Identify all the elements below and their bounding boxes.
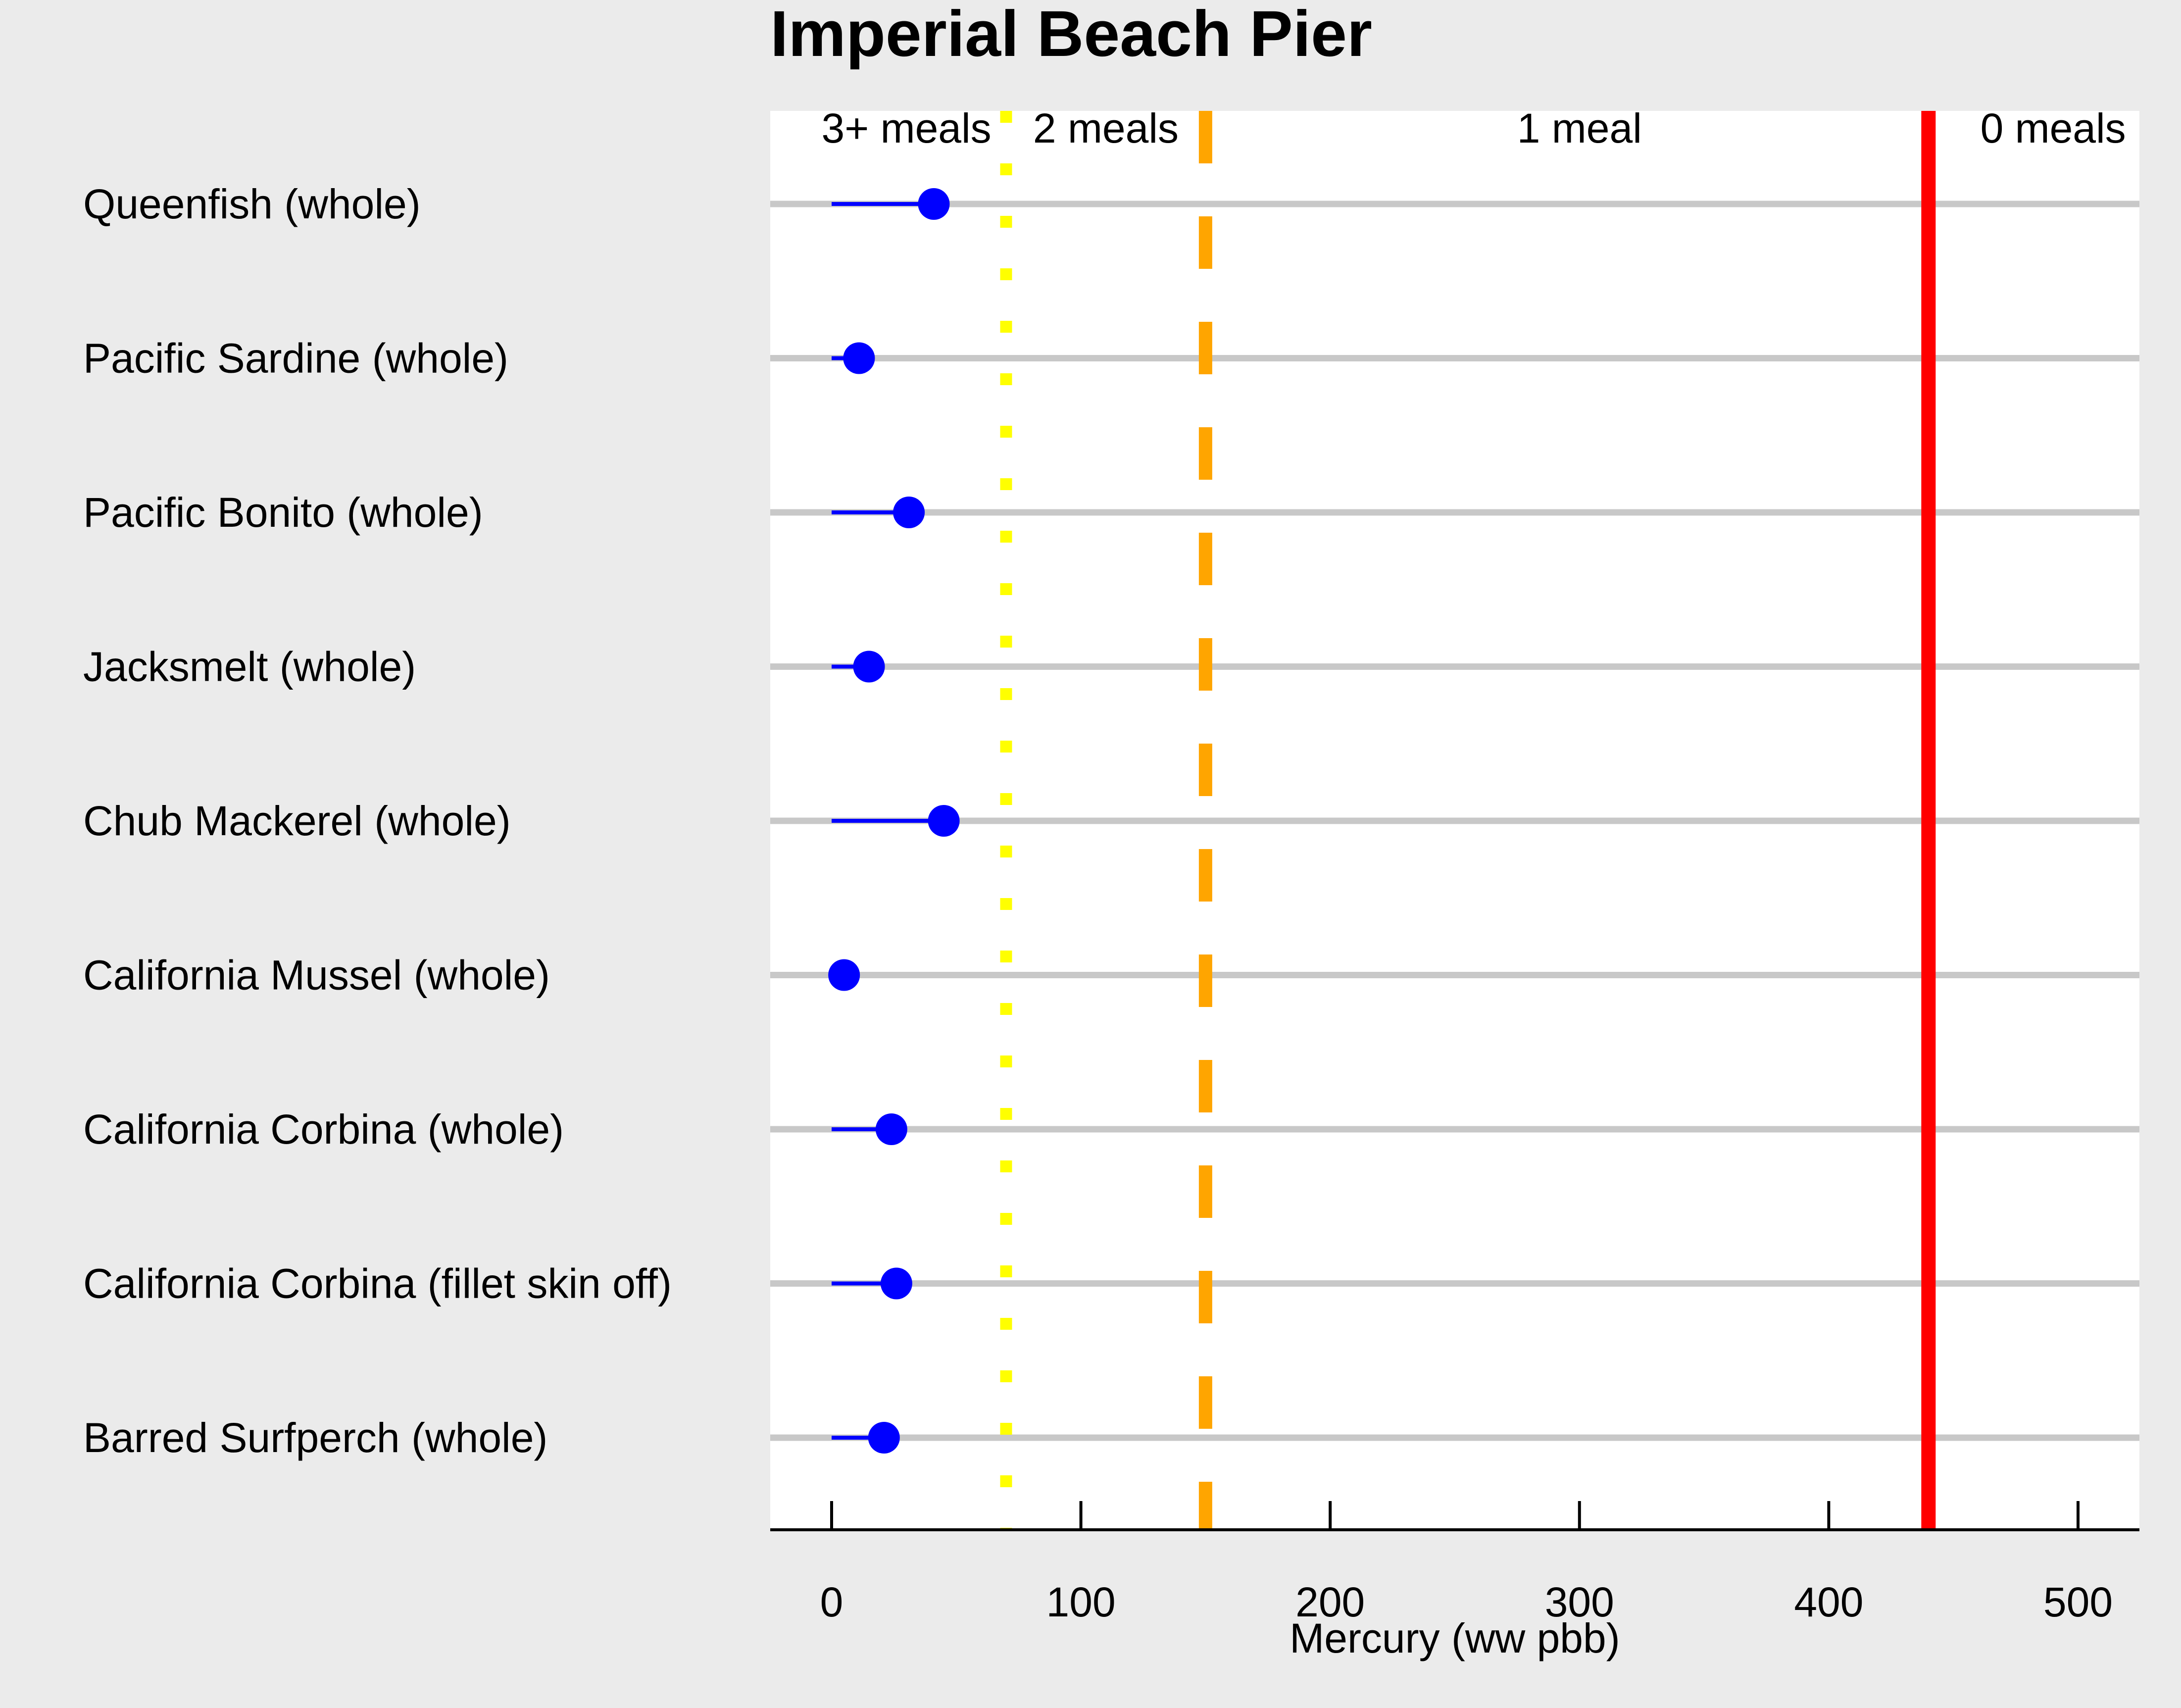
category-label: Queenfish (whole) bbox=[83, 181, 421, 227]
data-point bbox=[853, 651, 885, 683]
zone-label: 3+ meals bbox=[821, 105, 991, 151]
category-labels: Queenfish (whole) Pacific Sardine (whole)… bbox=[83, 181, 672, 1461]
threshold-lines bbox=[1000, 111, 1936, 1530]
chart-title: Imperial Beach Pier bbox=[770, 0, 1372, 70]
data-point bbox=[918, 188, 950, 220]
data-point bbox=[880, 1267, 912, 1300]
data-point bbox=[828, 959, 860, 991]
x-tick-label: 0 bbox=[820, 1579, 843, 1625]
data-point bbox=[893, 497, 925, 528]
data-point bbox=[928, 805, 960, 837]
data-point bbox=[843, 342, 875, 374]
gridlines bbox=[770, 201, 2139, 1441]
x-axis: 0 100 200 300 400 500 bbox=[770, 1501, 2139, 1625]
category-label: Pacific Bonito (whole) bbox=[83, 489, 483, 536]
zone-label: 0 meals bbox=[1981, 105, 2126, 151]
x-tick-label: 200 bbox=[1295, 1579, 1365, 1625]
x-tick-label: 100 bbox=[1046, 1579, 1116, 1625]
zone-label: 2 meals bbox=[1033, 105, 1179, 151]
category-label: California Mussel (whole) bbox=[83, 952, 550, 999]
x-axis-title: Mercury (ww pbb) bbox=[1289, 1615, 1620, 1661]
zone-label: 1 meal bbox=[1517, 105, 1642, 151]
data-point bbox=[868, 1422, 900, 1454]
category-label: California Corbina (whole) bbox=[83, 1106, 564, 1153]
category-label: California Corbina (fillet skin off) bbox=[83, 1260, 672, 1307]
x-tick-label: 400 bbox=[1794, 1579, 1863, 1625]
category-label: Chub Mackerel (whole) bbox=[83, 798, 511, 844]
zone-labels: 3+ meals 2 meals 1 meal 0 meals bbox=[821, 105, 2126, 151]
category-label: Barred Surfperch (whole) bbox=[83, 1414, 547, 1461]
x-tick-label: 500 bbox=[2043, 1579, 2113, 1625]
category-label: Pacific Sardine (whole) bbox=[83, 335, 508, 382]
category-label: Jacksmelt (whole) bbox=[83, 644, 416, 690]
x-tick-label: 300 bbox=[1545, 1579, 1614, 1625]
data-series bbox=[828, 188, 960, 1454]
data-point bbox=[875, 1113, 907, 1145]
